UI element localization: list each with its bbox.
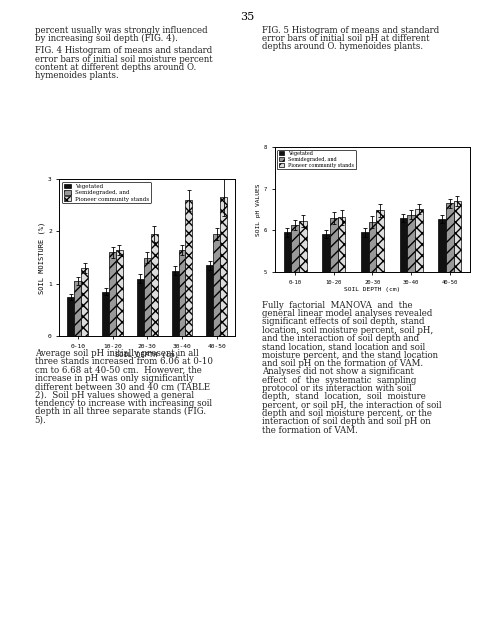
Bar	[299, 221, 307, 480]
Text: percent usually was strongly influenced: percent usually was strongly influenced	[35, 26, 207, 35]
Bar	[399, 218, 407, 480]
Text: stand location, stand location and soil: stand location, stand location and soil	[262, 342, 426, 351]
Bar	[109, 252, 116, 336]
Text: 5).: 5).	[35, 415, 47, 424]
Text: hymenoides plants.: hymenoides plants.	[35, 71, 118, 81]
Bar	[186, 200, 193, 336]
Text: content at different depths around O.: content at different depths around O.	[35, 63, 196, 72]
Text: percent, or soil pH, the interaction of soil: percent, or soil pH, the interaction of …	[262, 401, 442, 410]
Bar	[438, 219, 446, 480]
Text: 35: 35	[241, 12, 254, 22]
Bar	[292, 225, 299, 480]
Bar	[453, 201, 461, 480]
Bar	[137, 278, 144, 336]
Bar	[330, 218, 338, 480]
Bar	[407, 214, 415, 480]
Y-axis label: SOIL MOISTURE (%): SOIL MOISTURE (%)	[39, 221, 45, 294]
Text: increase in pH was only significantly: increase in pH was only significantly	[35, 374, 194, 383]
Text: different between 30 and 40 cm (TABLE: different between 30 and 40 cm (TABLE	[35, 382, 210, 391]
Text: by increasing soil depth (FIG. 4).: by increasing soil depth (FIG. 4).	[35, 34, 178, 43]
Bar	[116, 250, 123, 336]
Text: Analyses did not show a significant: Analyses did not show a significant	[262, 367, 414, 376]
Bar	[74, 281, 81, 336]
Text: moisture percent, and the stand location: moisture percent, and the stand location	[262, 351, 439, 360]
Legend: Vegetated, Semidegraded, and, Pioneer community stands: Vegetated, Semidegraded, and, Pioneer co…	[277, 150, 356, 170]
Bar	[415, 209, 423, 480]
Text: error bars of initial soil pH at different: error bars of initial soil pH at differe…	[262, 34, 430, 43]
Legend: Vegetated, Semidegraded, and, Pioneer community stands: Vegetated, Semidegraded, and, Pioneer co…	[62, 182, 151, 204]
Bar	[361, 232, 369, 480]
Bar	[322, 234, 330, 480]
Text: depth in all three separate stands (FIG.: depth in all three separate stands (FIG.	[35, 407, 206, 416]
Bar	[376, 211, 384, 480]
Bar	[369, 222, 376, 480]
Text: protocol or its interaction with soil: protocol or its interaction with soil	[262, 384, 412, 393]
Bar	[144, 257, 151, 336]
Text: and the interaction of soil depth and: and the interaction of soil depth and	[262, 334, 419, 343]
Bar	[102, 292, 109, 336]
Text: FIG. 4 Histogram of means and standard: FIG. 4 Histogram of means and standard	[35, 46, 212, 56]
Text: depth and soil moisture percent, or the: depth and soil moisture percent, or the	[262, 409, 432, 418]
Bar	[220, 198, 227, 336]
Bar	[151, 234, 158, 336]
Text: the formation of VAM.: the formation of VAM.	[262, 426, 358, 435]
X-axis label: SOIL DEPTH (cm): SOIL DEPTH (cm)	[115, 351, 179, 358]
Text: location, soil moisture percent, soil pH,: location, soil moisture percent, soil pH…	[262, 326, 434, 335]
Text: error bars of initial soil moisture percent: error bars of initial soil moisture perc…	[35, 55, 212, 64]
Text: interaction of soil depth and soil pH on: interaction of soil depth and soil pH on	[262, 417, 431, 426]
X-axis label: SOIL DEPTH (cm): SOIL DEPTH (cm)	[345, 287, 400, 292]
Text: Average soil pH initially present in all: Average soil pH initially present in all	[35, 349, 198, 358]
Bar	[338, 217, 346, 480]
Text: and soil pH on the formation of VAM.: and soil pH on the formation of VAM.	[262, 359, 424, 368]
Text: cm to 6.68 at 40-50 cm.  However, the: cm to 6.68 at 40-50 cm. However, the	[35, 365, 201, 374]
Text: effect  of  the  systematic  sampling: effect of the systematic sampling	[262, 376, 417, 385]
Bar	[172, 271, 179, 336]
Text: significant effects of soil depth, stand: significant effects of soil depth, stand	[262, 317, 425, 326]
Bar	[179, 250, 186, 336]
Text: tendency to increase with increasing soil: tendency to increase with increasing soi…	[35, 399, 212, 408]
Bar	[284, 232, 292, 480]
Text: three stands increased from 6.06 at 0-10: three stands increased from 6.06 at 0-10	[35, 357, 213, 366]
Y-axis label: SOIL pH VALUES: SOIL pH VALUES	[256, 183, 261, 236]
Text: depths around O. hymenoides plants.: depths around O. hymenoides plants.	[262, 42, 424, 51]
Text: Fully  factorial  MANOVA  and  the: Fully factorial MANOVA and the	[262, 301, 413, 310]
Text: depth,  stand  location,  soil  moisture: depth, stand location, soil moisture	[262, 392, 426, 401]
Bar	[81, 268, 88, 336]
Text: FIG. 5 Histogram of means and standard: FIG. 5 Histogram of means and standard	[262, 26, 440, 35]
Bar	[446, 204, 453, 480]
Bar	[67, 297, 74, 336]
Bar	[206, 266, 213, 336]
Bar	[213, 234, 220, 336]
Text: 2).  Soil pH values showed a general: 2). Soil pH values showed a general	[35, 390, 194, 399]
Text: general linear model analyses revealed: general linear model analyses revealed	[262, 309, 433, 318]
